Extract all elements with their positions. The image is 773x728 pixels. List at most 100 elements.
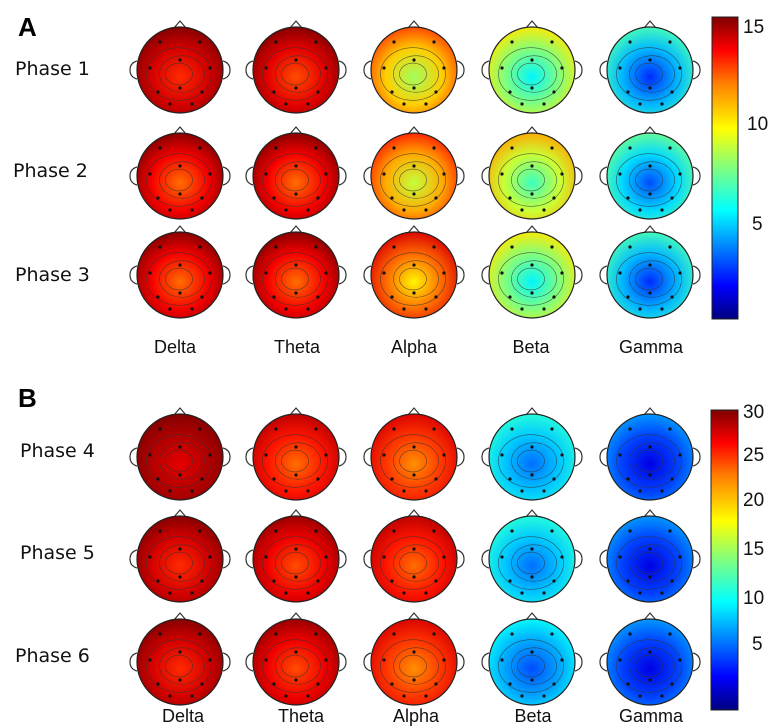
electrode-dot <box>542 208 546 212</box>
electrode-dot <box>412 575 416 579</box>
contour-line <box>635 449 663 473</box>
electrode-dot <box>392 632 396 636</box>
electrode-dot <box>208 271 212 275</box>
electrode-dot <box>500 271 504 275</box>
electrode-dot <box>392 245 396 249</box>
nose <box>289 407 303 416</box>
electrode-dot <box>628 146 632 150</box>
electrode-dot <box>190 694 194 698</box>
right-ear <box>222 166 231 186</box>
electrode-dot <box>530 575 534 579</box>
electrode-dot <box>178 650 182 654</box>
electrode-dot <box>272 682 276 686</box>
electrode-dot <box>324 555 328 559</box>
electrode-dot <box>274 529 278 533</box>
electrode-dot <box>678 453 682 457</box>
electrode-dot <box>510 427 514 431</box>
electrode-dot <box>208 66 212 70</box>
contour-line <box>517 267 545 291</box>
contour-line <box>262 47 328 101</box>
right-ear <box>222 652 231 672</box>
electrode-dot <box>618 172 622 176</box>
topomap-beta-phase-1 <box>481 20 583 114</box>
electrode-dot <box>552 295 556 299</box>
electrode-dot <box>382 172 386 176</box>
left-ear <box>129 166 138 186</box>
electrode-dot <box>272 295 276 299</box>
colorbar-b-tick-15: 15 <box>743 539 765 560</box>
electrode-dot <box>200 295 204 299</box>
band-label-theta: Theta <box>277 706 325 726</box>
electrode-dot <box>390 196 394 200</box>
topomap-delta-phase-4 <box>129 407 231 501</box>
electrode-dot <box>178 164 182 168</box>
electrode-dot <box>324 66 328 70</box>
electrode-dot <box>402 694 406 698</box>
electrode-dot <box>316 90 320 94</box>
electrode-dot <box>530 678 534 682</box>
left-ear <box>363 549 372 569</box>
electrode-dot <box>678 172 682 176</box>
left-ear <box>599 447 608 467</box>
left-ear <box>129 265 138 285</box>
topomap-delta-phase-5 <box>129 509 231 603</box>
electrode-dot <box>552 90 556 94</box>
colorbar-b <box>710 409 739 711</box>
nose <box>289 20 303 29</box>
electrode-dot <box>552 477 556 481</box>
electrode-dot <box>660 307 664 311</box>
contour-line <box>616 252 682 306</box>
electrode-dot <box>552 682 556 686</box>
electrode-dot <box>264 658 268 662</box>
contour-line <box>146 252 212 306</box>
panel-letter-b: B <box>18 383 37 413</box>
right-ear <box>692 265 701 285</box>
contour-line <box>635 168 663 192</box>
electrode-dot <box>412 58 416 62</box>
electrode-dot <box>424 591 428 595</box>
electrode-dot <box>274 427 278 431</box>
contour-line <box>629 55 675 93</box>
electrode-dot <box>618 453 622 457</box>
electrode-dot <box>382 271 386 275</box>
electrode-dot <box>306 489 310 493</box>
electrode-dot <box>168 694 172 698</box>
nose <box>643 407 657 416</box>
left-ear <box>129 60 138 80</box>
contour-line <box>511 55 557 93</box>
right-ear <box>574 549 583 569</box>
nose <box>173 407 187 416</box>
contour-line <box>498 47 564 101</box>
electrode-dot <box>628 40 632 44</box>
electrode-dot <box>638 208 642 212</box>
contour-line <box>498 252 564 306</box>
band-label-gamma: Gamma <box>618 337 683 357</box>
nose <box>407 20 421 29</box>
electrode-dot <box>390 295 394 299</box>
electrode-dot <box>190 489 194 493</box>
left-ear <box>481 265 490 285</box>
electrode-dot <box>434 90 438 94</box>
left-ear <box>599 166 608 186</box>
contour-line <box>399 62 427 86</box>
band-label-delta: Delta <box>153 337 197 357</box>
left-ear <box>129 549 138 569</box>
right-ear <box>222 60 231 80</box>
colorbar-a-tick-5: 5 <box>752 214 763 235</box>
electrode-dot <box>382 66 386 70</box>
electrode-dot <box>284 591 288 595</box>
electrode-dot <box>314 529 318 533</box>
topomap-theta-phase-4 <box>245 407 347 501</box>
right-ear <box>456 447 465 467</box>
contour-line <box>281 62 309 86</box>
electrode-dot <box>168 591 172 595</box>
electrode-dot <box>520 489 524 493</box>
electrode-dot <box>208 658 212 662</box>
nose <box>407 225 421 234</box>
left-ear <box>363 652 372 672</box>
contour-line <box>517 654 545 678</box>
electrode-dot <box>294 291 298 295</box>
electrode-dot <box>442 658 446 662</box>
right-ear <box>338 652 347 672</box>
left-ear <box>363 166 372 186</box>
